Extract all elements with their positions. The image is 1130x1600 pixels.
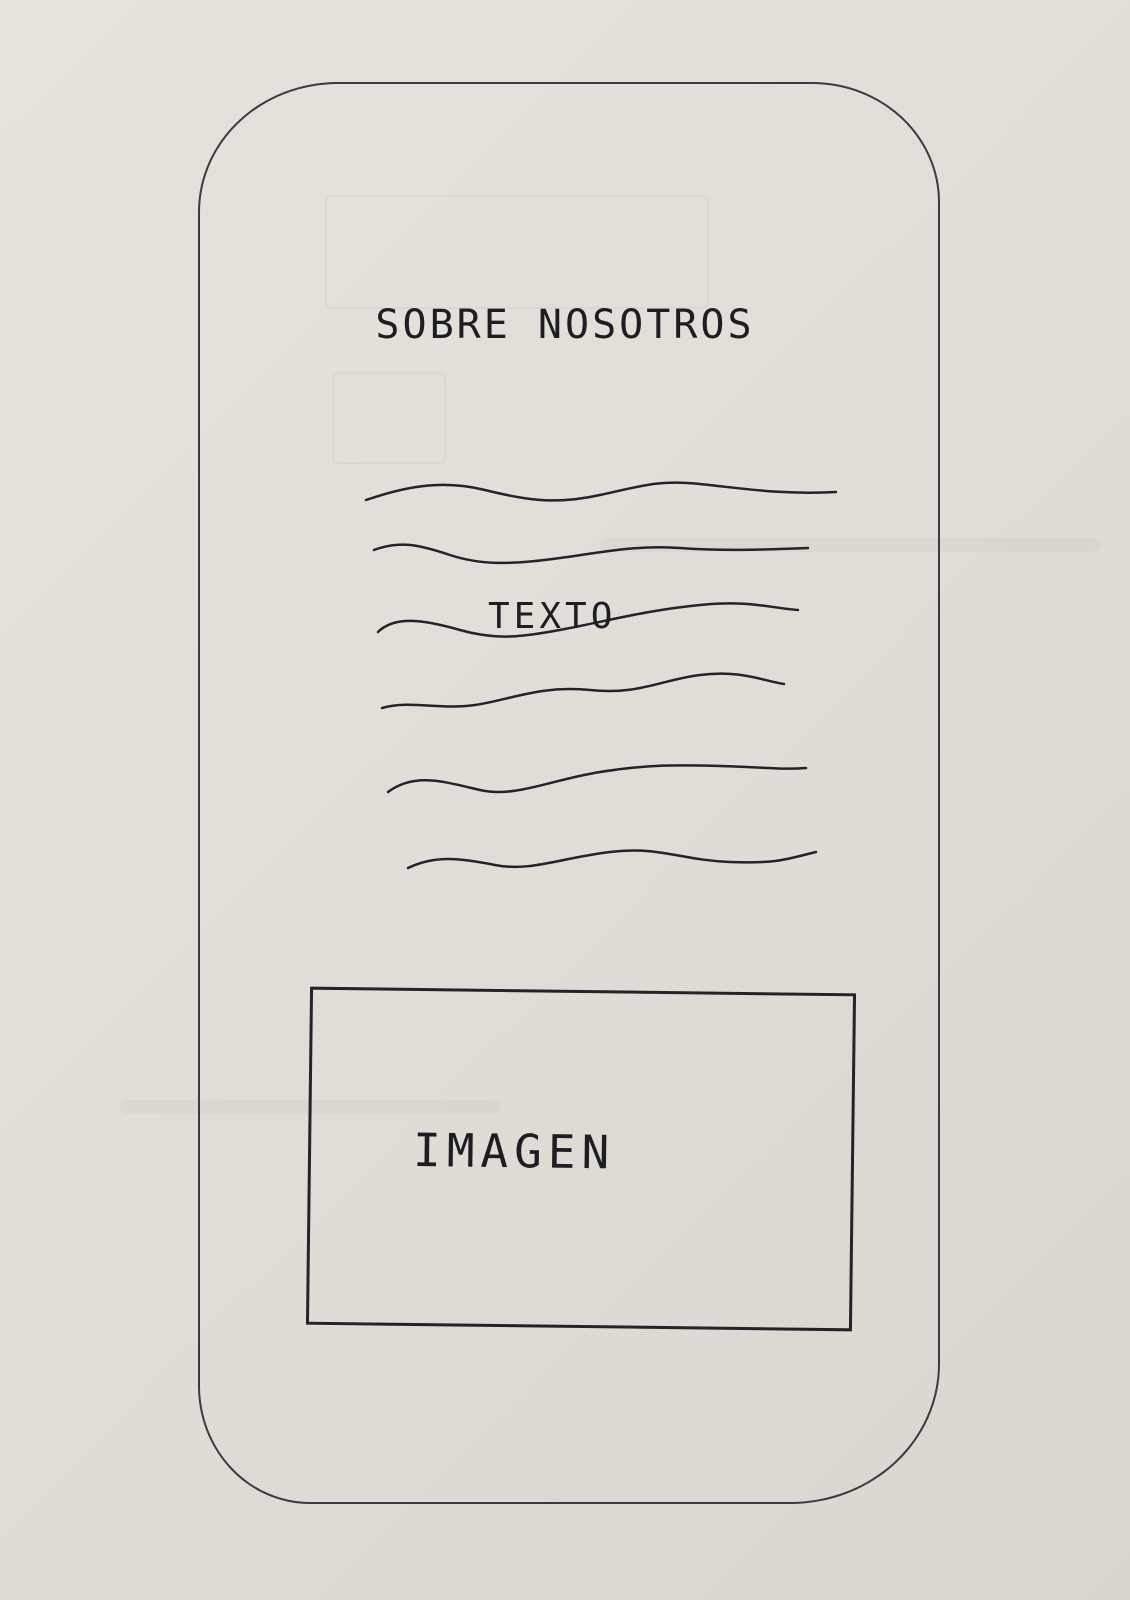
- text-line: [364, 481, 838, 502]
- text-label: TEXTO: [488, 596, 617, 637]
- paper-show-through: [332, 372, 446, 464]
- text-line: [406, 849, 818, 870]
- paper-show-through: [120, 1100, 500, 1114]
- text-placeholder-block: TEXTO: [360, 470, 850, 890]
- phone-frame: [198, 82, 940, 1504]
- image-label: IMAGEN: [412, 1122, 616, 1180]
- text-line: [376, 602, 800, 638]
- text-line: [386, 764, 808, 794]
- wavy-lines-icon: [364, 481, 838, 870]
- image-placeholder: IMAGEN: [305, 986, 857, 1332]
- text-line: [380, 672, 786, 710]
- paper-show-through: [325, 195, 709, 309]
- page-title: SOBRE NOSOTROS: [375, 302, 755, 348]
- text-line: [372, 543, 810, 565]
